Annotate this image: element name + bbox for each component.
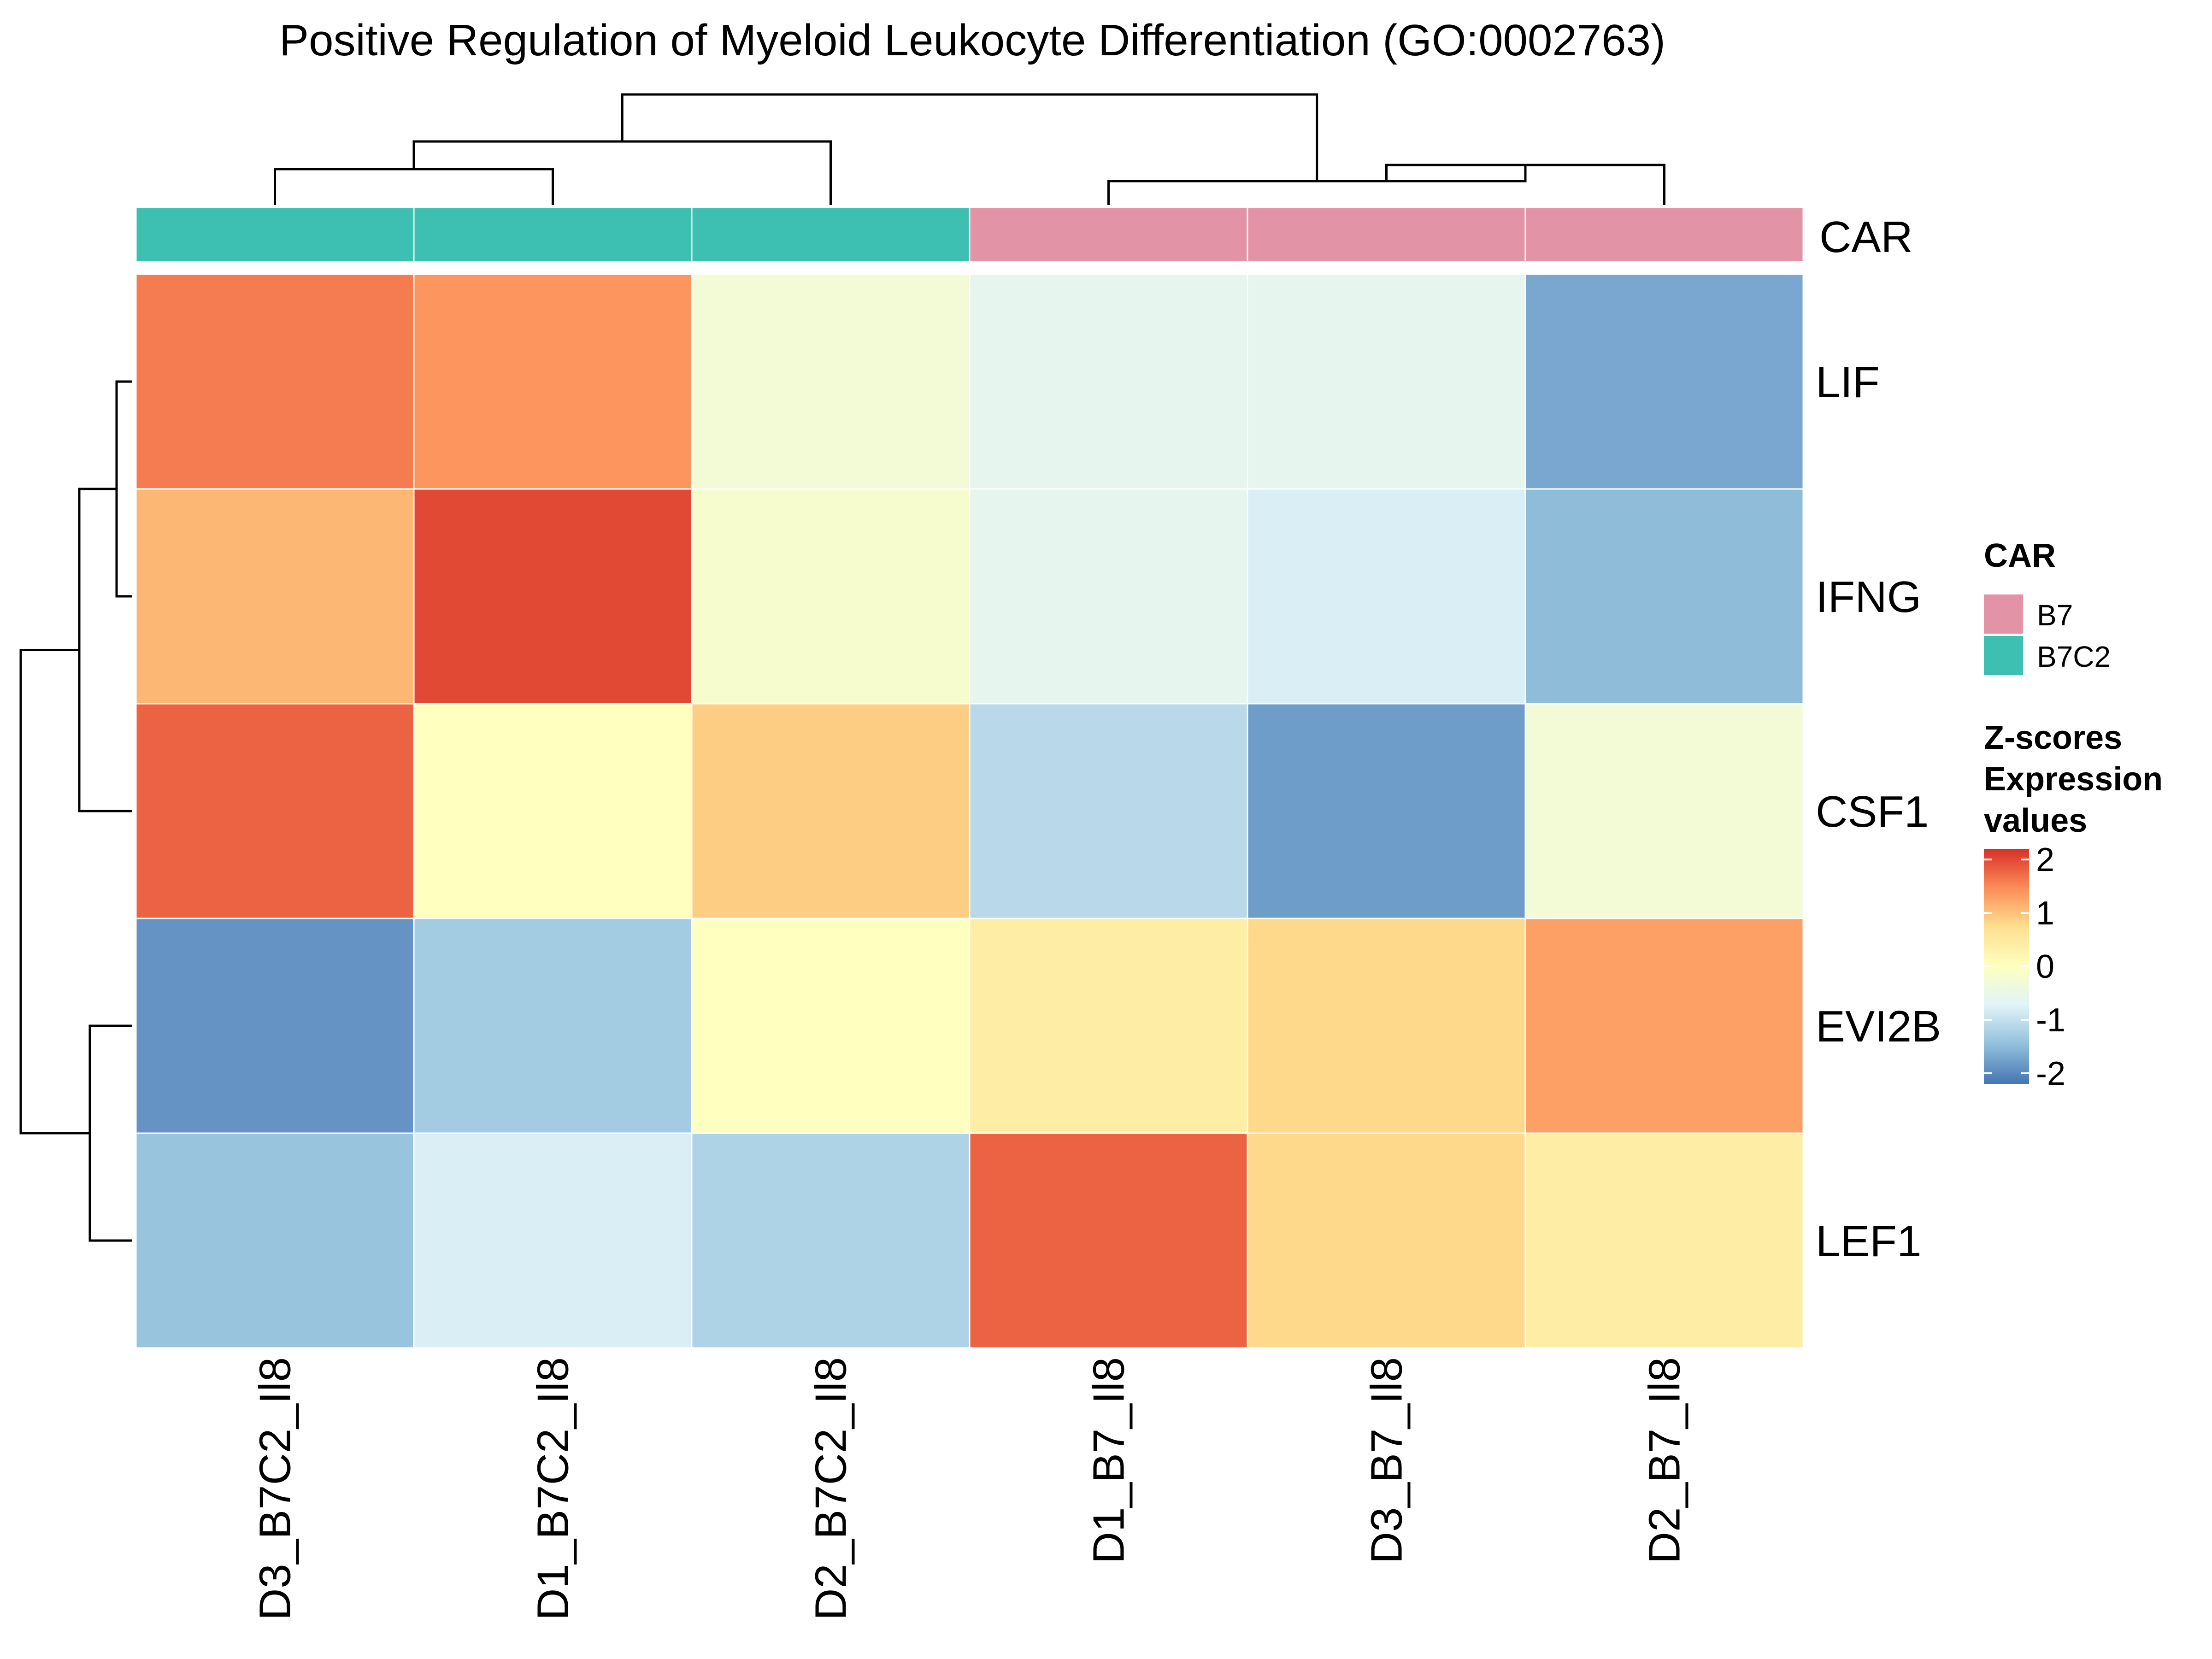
colorbar-tick-label: 1 [2036,895,2054,932]
annotation-cell [1524,206,1804,263]
column-label: D2_B7_Il8 [1640,1357,1689,1564]
legend-label: B7 [2037,599,2073,632]
zscore-colorbar: 2 1 0 -1 -2 [1984,841,2065,1092]
dendrogram-branch [115,380,132,598]
heatmap-cell [969,918,1248,1134]
chart-title: Positive Regulation of Myeloid Leukocyte… [279,16,1665,65]
dendrogram-branch [621,93,1318,181]
heatmap-cell [969,1132,1248,1349]
legend-title-line: Expression [1984,761,2163,798]
legend-swatch [1984,594,2023,634]
annotation-cell [135,206,415,263]
car-legend-items: B7 B7C2 [1984,594,2111,675]
heatmap-cell [135,273,415,490]
heatmap-cell [135,488,415,705]
row-labels: LIF IFNG CSF1 EVI2B LEF1 [1816,358,1941,1266]
colorbar-tick-label: -1 [2036,1002,2065,1039]
dendrogram-branch [88,1024,132,1242]
heatmap-cell [1524,918,1804,1134]
car-annotation-bar [135,206,1804,263]
legends: CAR B7 B7C2 Z-scores Expression values 2 1 0 -… [1984,537,2163,1092]
annotation-cell [691,206,971,263]
heatmap-cell [413,1132,693,1349]
row-label: LEF1 [1816,1217,1921,1266]
legend-title-line: values [1984,802,2087,839]
heatmap-cell [1524,488,1804,705]
heatmap-cell [1247,1132,1526,1349]
heatmap-cell [691,273,971,490]
heatmap-cell [135,703,415,919]
row-dendrogram [19,380,132,1242]
legend-swatch [1984,636,2023,675]
heatmap-cell [969,703,1248,919]
column-dendrogram [274,93,1665,205]
column-label: D3_B7_Il8 [1362,1357,1412,1564]
car-legend-title: CAR [1984,537,2056,574]
heatmap-cell [1524,273,1804,490]
dendrogram-branch [412,140,832,205]
heatmap-cell [1524,703,1804,919]
column-label: D2_B7C2_Il8 [806,1357,856,1620]
row-label: CSF1 [1816,787,1929,836]
legend-title-line: Z-scores [1984,719,2122,756]
legend-label: B7C2 [2037,640,2111,673]
heatmap-cell [1524,1132,1804,1349]
car-annotation-label: CAR [1819,212,1913,262]
annotation-cell [969,206,1248,263]
dendrogram-branch [78,488,132,812]
heatmap-cell [1247,488,1526,705]
heatmap-cell [135,918,415,1134]
heatmap-cell [969,273,1248,490]
colorbar-tick-label: -2 [2036,1055,2065,1092]
row-label: EVI2B [1816,1002,1941,1051]
heatmap-cell [135,1132,415,1349]
colorbar-tick-label: 2 [2036,841,2054,878]
dendrogram-branch [274,168,554,205]
column-labels: D3_B7C2_Il8 D1_B7C2_Il8 D2_B7C2_Il8 D1_B7_I… [251,1357,1689,1620]
row-label: LIF [1816,358,1880,407]
heatmap-cell [413,273,693,490]
heatmap-cell [1247,273,1526,490]
annotation-cell [1247,206,1526,263]
colorbar-tick-label: 0 [2036,948,2054,985]
heatmap-cell [691,703,971,919]
heatmap-cells [135,273,1804,1349]
heatmap-cell [1247,918,1526,1134]
dendrogram-branch [19,649,90,1135]
column-label: D1_B7C2_Il8 [529,1357,578,1620]
heatmap-cell [969,488,1248,705]
heatmap-cell [691,918,971,1134]
heatmap-cell [413,918,693,1134]
heatmap-cell [413,703,693,919]
column-label: D1_B7_Il8 [1084,1357,1134,1564]
heatmap-cell [691,488,971,705]
heatmap-cell [413,488,693,705]
heatmap-cell [1247,703,1526,919]
row-label: IFNG [1816,572,1921,622]
column-label: D3_B7C2_Il8 [251,1357,300,1620]
zscore-legend-title: Z-scores Expression values [1984,719,2163,839]
heatmap-cell [691,1132,971,1349]
annotation-cell [413,206,693,263]
